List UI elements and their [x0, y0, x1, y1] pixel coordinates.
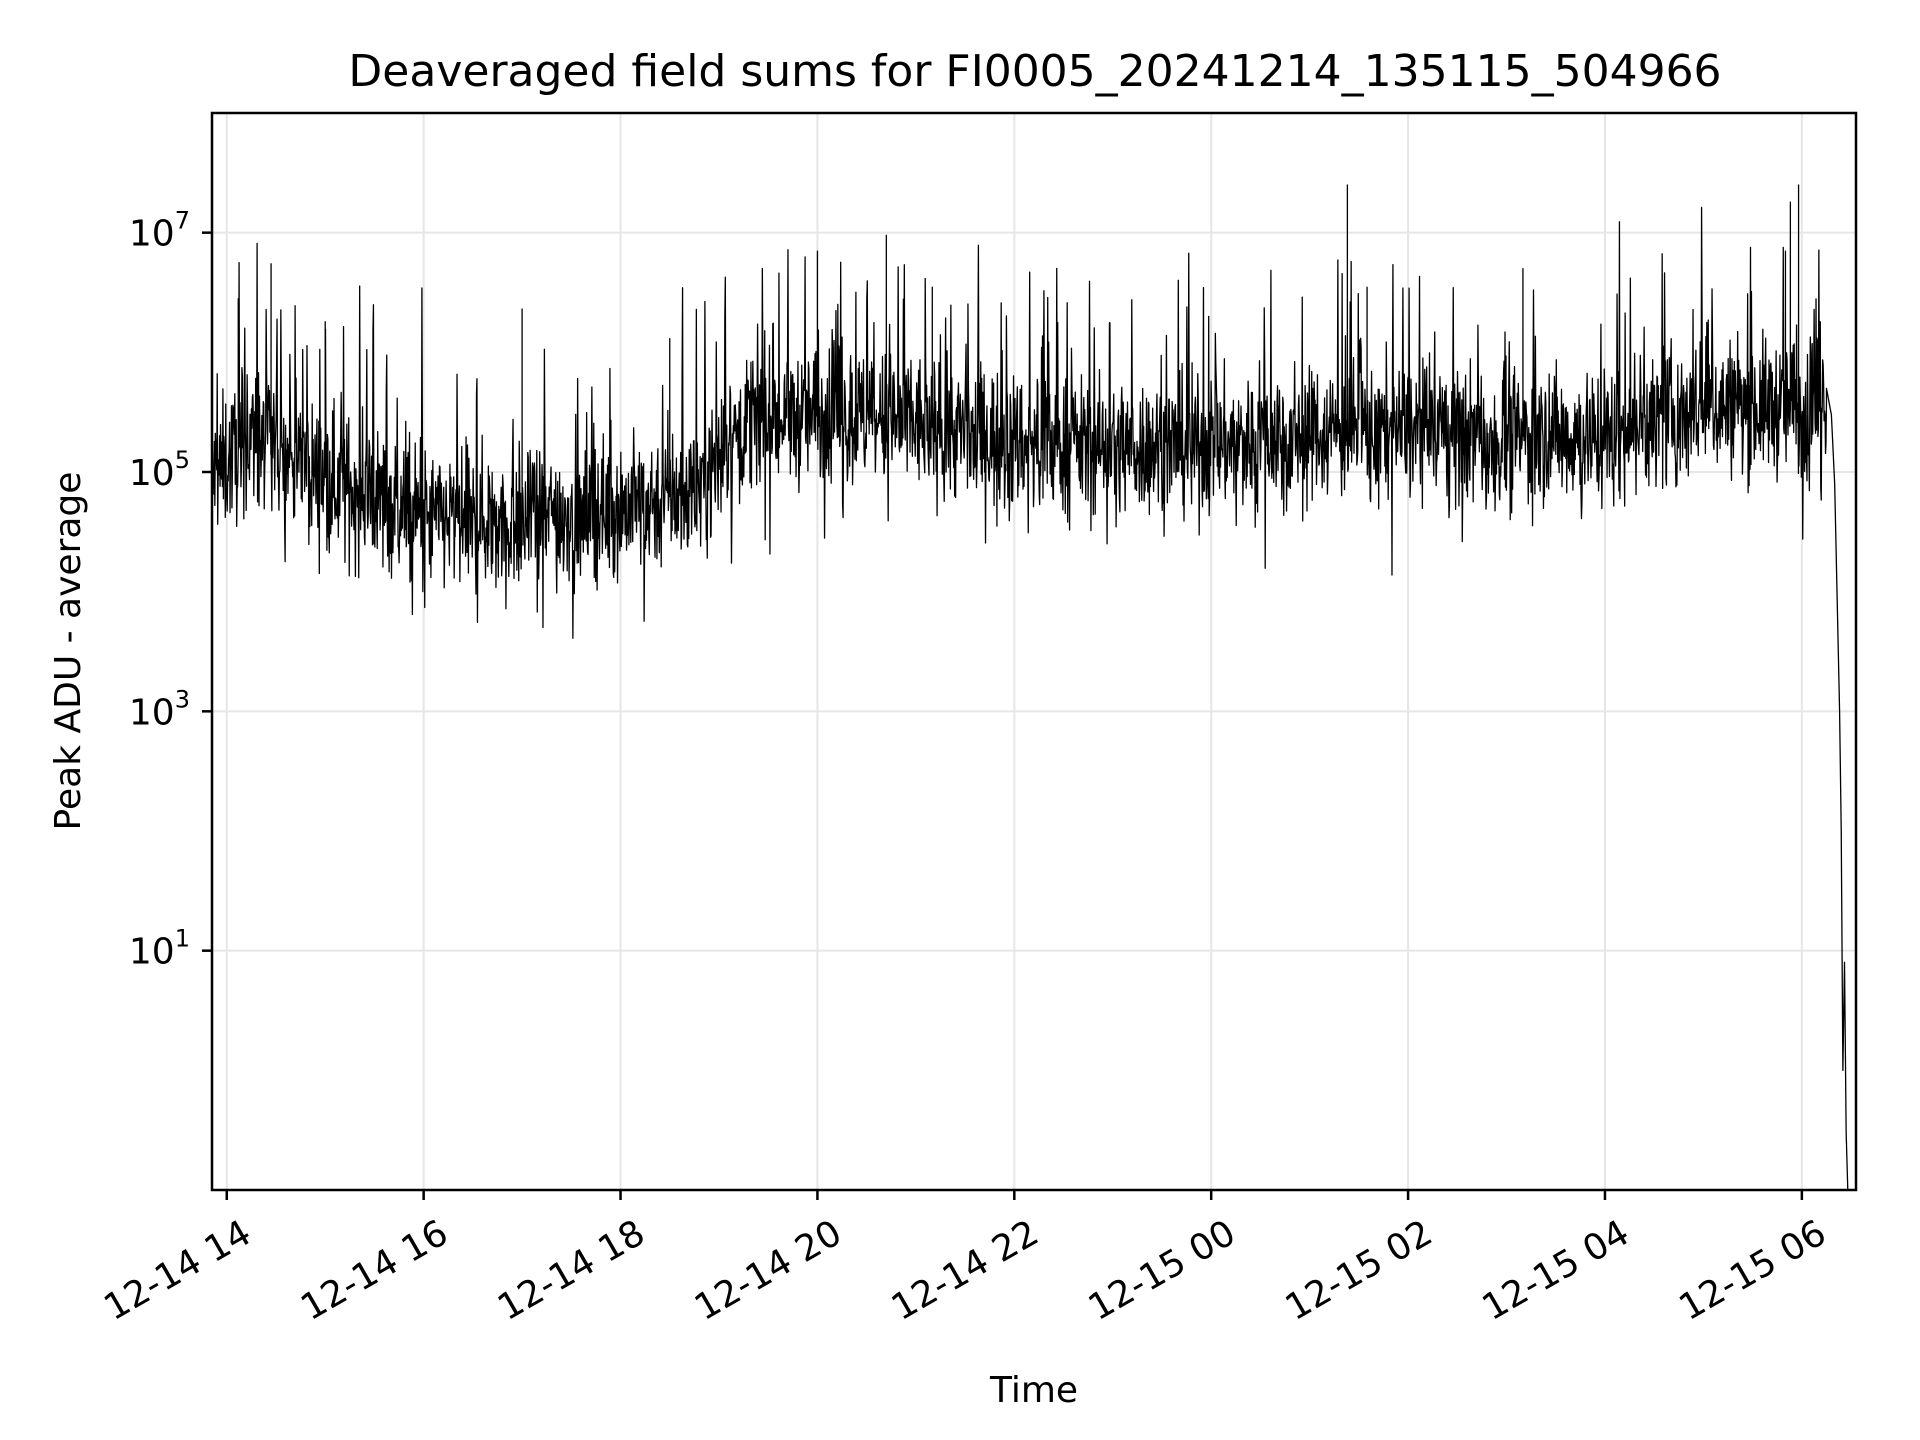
y-tick-base: 10: [129, 932, 175, 973]
plot-frame: [210, 111, 1858, 1192]
x-axis-label: Time: [989, 1370, 1078, 1411]
series-line: [212, 184, 1849, 1190]
y-tick-base: 10: [129, 453, 175, 494]
y-tick-label: 103: [129, 685, 190, 733]
y-tick-label: 107: [129, 207, 190, 255]
y-tick-exponent: 1: [175, 925, 190, 953]
y-tick-exponent: 3: [175, 685, 190, 713]
chart-title: Deaveraged field sums for FI0005_2024121…: [348, 46, 1721, 97]
y-tick-label: 105: [129, 446, 190, 494]
y-tick-label: 101: [129, 925, 190, 973]
y-axis-label: Peak ADU - average: [48, 472, 89, 831]
plot-clip: [212, 184, 1849, 1190]
y-tick-exponent: 7: [175, 207, 190, 235]
y-tick-base: 10: [129, 214, 175, 255]
y-tick-exponent: 5: [175, 446, 190, 474]
y-tick-base: 10: [129, 692, 175, 733]
grid: [212, 113, 1856, 1190]
